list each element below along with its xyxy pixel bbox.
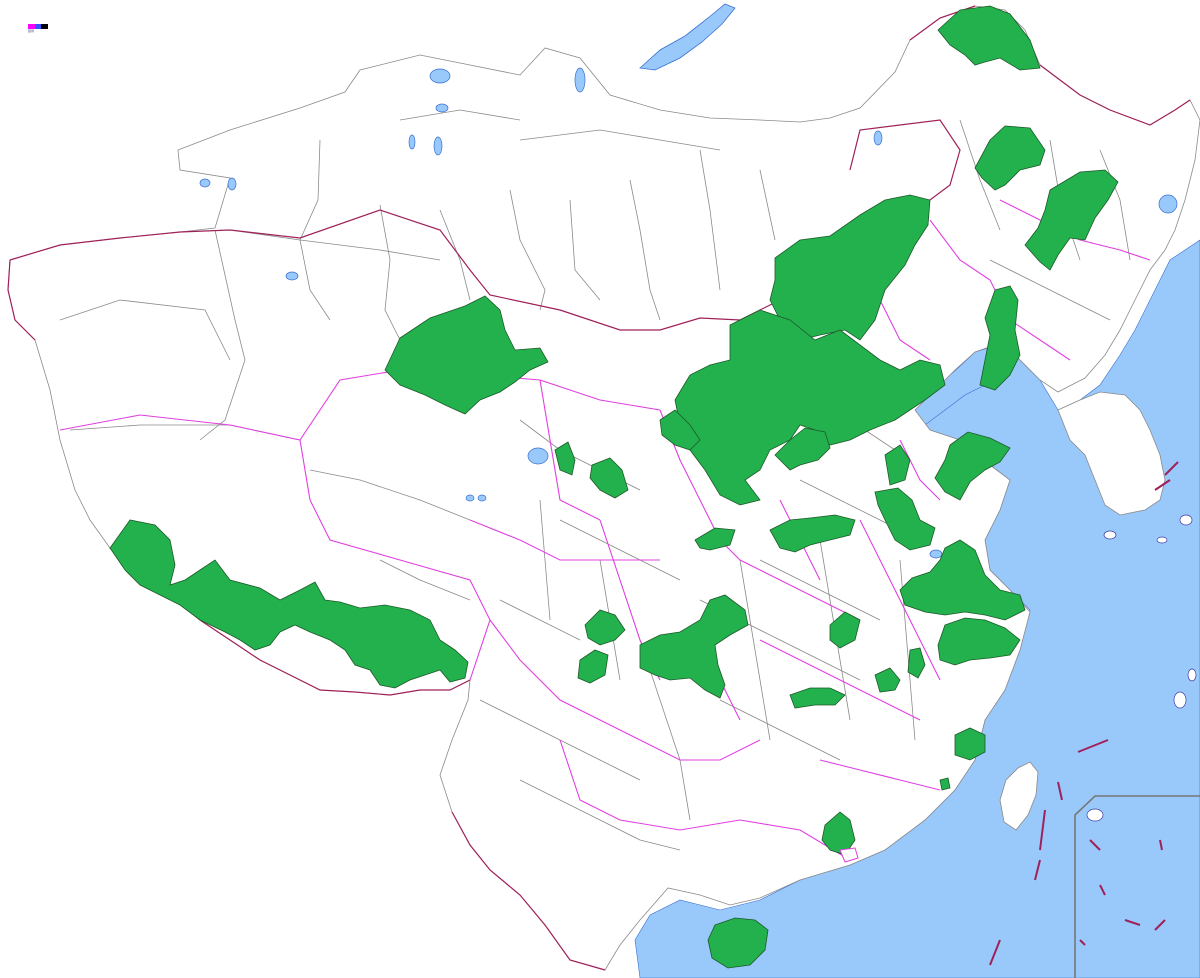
- region-tibet-west: [109, 519, 469, 689]
- region-zhejiang: [937, 617, 1021, 666]
- region-heilongjiang-north: [937, 5, 1041, 71]
- region-jiangxi-2: [907, 647, 926, 679]
- legend-label: 図例: [28, 29, 35, 33]
- region-sichuan-south: [577, 649, 609, 684]
- region-shandong: [934, 431, 1011, 501]
- legend-swatch-blue: [34, 24, 42, 29]
- legend-swatches: [28, 24, 49, 29]
- region-shaanxi-north: [659, 409, 701, 451]
- region-hunan: [789, 687, 846, 709]
- region-henan-2: [694, 527, 736, 551]
- region-heilongjiang-mid: [974, 125, 1046, 191]
- map-legend: 図例: [28, 24, 49, 34]
- region-gansu-2: [589, 457, 629, 499]
- region-liaoning: [979, 285, 1021, 391]
- region-sichuan-north: [584, 609, 626, 646]
- region-jilin: [1024, 169, 1119, 271]
- region-anhui-jiangsu: [874, 487, 936, 551]
- hong-kong-outline: [839, 847, 859, 863]
- highlighted-regions: [109, 5, 1119, 856]
- region-jiangsu-east: [899, 539, 1026, 621]
- region-henan: [769, 514, 856, 553]
- region-fujian: [954, 727, 986, 761]
- legend-swatch-black: [41, 24, 49, 29]
- region-gansu-small: [554, 441, 576, 476]
- islands: [1086, 514, 1197, 822]
- region-shandong-west: [884, 444, 911, 486]
- region-fujian-small: [939, 777, 951, 791]
- region-henan-north: [774, 427, 831, 471]
- region-qinghai-north: [384, 295, 549, 415]
- lake-baikal: [639, 3, 736, 71]
- region-sichuan-chongqing: [639, 594, 749, 699]
- region-jiangxi: [874, 667, 901, 693]
- hainan: [707, 917, 769, 969]
- region-hubei: [829, 611, 861, 649]
- legend-swatch-magenta: [28, 24, 35, 29]
- taiwan: [999, 761, 1039, 831]
- south-china-sea-inset: [989, 461, 1200, 978]
- region-guangdong: [821, 811, 856, 856]
- korea: [1057, 391, 1166, 516]
